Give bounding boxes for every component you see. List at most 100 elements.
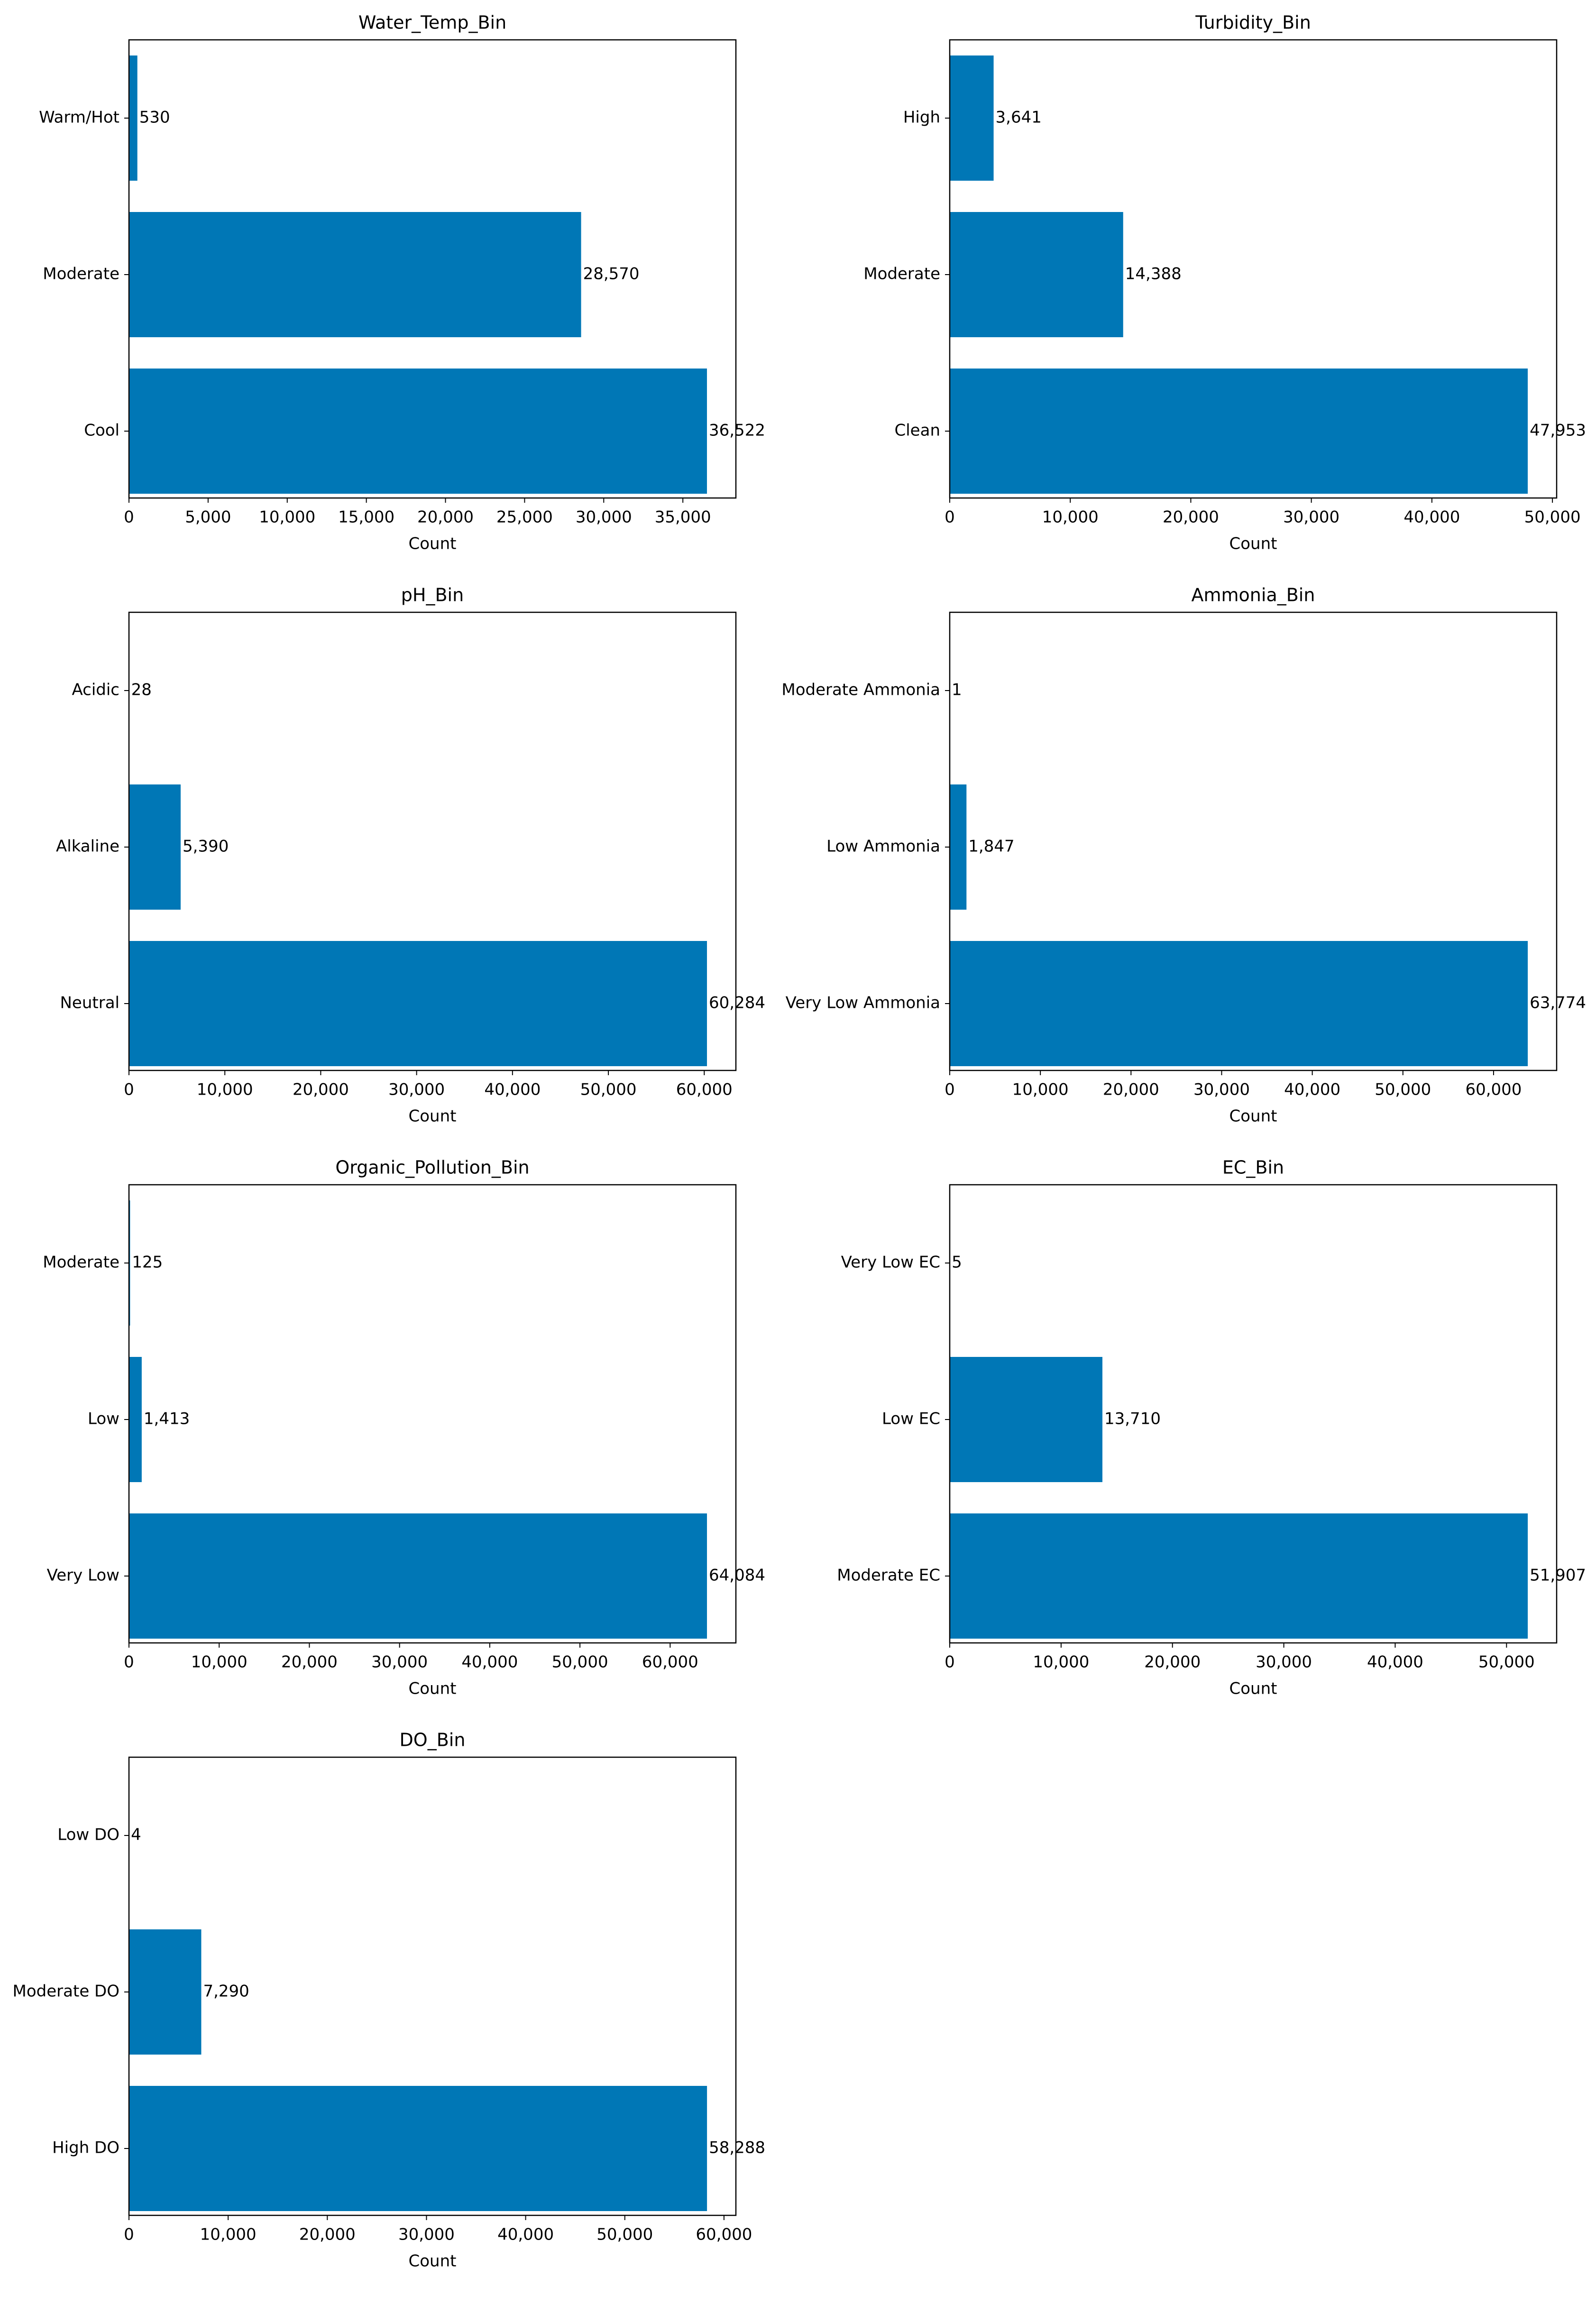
x-tick-label: 50,000 bbox=[1478, 1653, 1535, 1672]
bar bbox=[129, 784, 181, 910]
data-label: 5 bbox=[952, 1253, 962, 1272]
data-label: 7,290 bbox=[203, 1982, 249, 2001]
data-label: 28,570 bbox=[583, 265, 640, 284]
y-tick-label: Very Low Ammonia bbox=[786, 994, 940, 1013]
chart-panel-2: Turbidity_Bin3,641High14,388Moderate47,9… bbox=[863, 12, 1586, 553]
bar bbox=[950, 1357, 1102, 1482]
bar bbox=[129, 941, 707, 1066]
x-tick-label: 20,000 bbox=[1144, 1653, 1201, 1672]
x-tick-label: 0 bbox=[124, 508, 134, 527]
data-label: 64,084 bbox=[709, 1566, 765, 1585]
y-tick-label: Clean bbox=[895, 421, 941, 440]
data-label: 47,953 bbox=[1530, 421, 1586, 440]
y-tick-label: Cool bbox=[84, 421, 119, 440]
x-tick-label: 10,000 bbox=[200, 2225, 257, 2244]
x-tick-label: 30,000 bbox=[1283, 508, 1339, 527]
x-tick-label: 60,000 bbox=[696, 2225, 752, 2244]
x-axis-label: Count bbox=[409, 1107, 457, 1126]
x-tick-label: 60,000 bbox=[676, 1080, 733, 1099]
data-label: 63,774 bbox=[1530, 994, 1586, 1013]
x-tick-label: 35,000 bbox=[655, 508, 711, 527]
y-tick-label: Moderate DO bbox=[13, 1982, 119, 2001]
chart-title: pH_Bin bbox=[401, 585, 464, 606]
x-tick-label: 0 bbox=[124, 2225, 134, 2244]
x-tick-label: 10,000 bbox=[197, 1080, 253, 1099]
x-tick-label: 50,000 bbox=[596, 2225, 653, 2244]
x-tick-label: 40,000 bbox=[497, 2225, 554, 2244]
bar bbox=[129, 55, 138, 181]
bar bbox=[129, 1513, 707, 1639]
x-tick-label: 0 bbox=[945, 1653, 955, 1672]
x-tick-label: 30,000 bbox=[388, 1080, 445, 1099]
x-tick-label: 10,000 bbox=[191, 1653, 248, 1672]
x-tick-label: 0 bbox=[124, 1080, 134, 1099]
bar bbox=[950, 369, 1528, 494]
bar bbox=[950, 941, 1528, 1066]
x-tick-label: 25,000 bbox=[496, 508, 553, 527]
x-axis-label: Count bbox=[409, 535, 457, 553]
bar bbox=[129, 1357, 142, 1482]
x-tick-label: 15,000 bbox=[338, 508, 394, 527]
y-tick-label: Moderate EC bbox=[837, 1566, 940, 1585]
chart-title: Turbidity_Bin bbox=[1195, 12, 1311, 33]
data-label: 1,847 bbox=[968, 837, 1014, 856]
data-label: 3,641 bbox=[996, 108, 1042, 127]
data-label: 530 bbox=[139, 108, 170, 127]
bar bbox=[950, 55, 994, 181]
bar bbox=[129, 212, 581, 337]
x-tick-label: 60,000 bbox=[1465, 1080, 1522, 1099]
y-tick-label: Low Ammonia bbox=[826, 837, 940, 856]
x-tick-label: 20,000 bbox=[299, 2225, 356, 2244]
data-label: 125 bbox=[132, 1253, 163, 1272]
x-tick-label: 50,000 bbox=[580, 1080, 637, 1099]
y-tick-label: Low bbox=[88, 1410, 119, 1429]
y-tick-label: Moderate bbox=[43, 265, 119, 284]
bar bbox=[950, 1513, 1528, 1639]
x-axis-label: Count bbox=[409, 2252, 457, 2271]
data-label: 14,388 bbox=[1125, 265, 1182, 284]
y-tick-label: Very Low bbox=[47, 1566, 119, 1585]
y-tick-label: High DO bbox=[52, 2139, 119, 2157]
x-tick-label: 50,000 bbox=[1375, 1080, 1431, 1099]
bar bbox=[950, 784, 966, 910]
data-label: 1,413 bbox=[144, 1410, 190, 1429]
x-axis-label: Count bbox=[1229, 535, 1277, 553]
x-tick-label: 20,000 bbox=[417, 508, 474, 527]
data-label: 1 bbox=[952, 681, 962, 700]
data-label: 13,710 bbox=[1104, 1410, 1161, 1429]
x-tick-label: 10,000 bbox=[259, 508, 315, 527]
chart-title: DO_Bin bbox=[400, 1730, 466, 1751]
y-tick-label: Low EC bbox=[882, 1410, 940, 1429]
x-tick-label: 50,000 bbox=[552, 1653, 608, 1672]
x-tick-label: 40,000 bbox=[461, 1653, 518, 1672]
data-label: 36,522 bbox=[709, 421, 765, 440]
data-label: 5,390 bbox=[183, 837, 229, 856]
x-axis-label: Count bbox=[409, 1679, 457, 1698]
chart-title: EC_Bin bbox=[1222, 1157, 1284, 1178]
bar bbox=[129, 369, 707, 494]
x-axis-label: Count bbox=[1229, 1679, 1277, 1698]
x-tick-label: 0 bbox=[124, 1653, 134, 1672]
y-tick-label: Warm/Hot bbox=[39, 108, 119, 127]
data-label: 60,284 bbox=[709, 994, 765, 1013]
bar bbox=[129, 2086, 707, 2211]
chart-panel-5: Organic_Pollution_Bin125Moderate1,413Low… bbox=[43, 1157, 765, 1698]
y-tick-label: Acidic bbox=[72, 681, 119, 700]
x-tick-label: 0 bbox=[945, 508, 955, 527]
x-tick-label: 40,000 bbox=[1403, 508, 1460, 527]
chart-title: Ammonia_Bin bbox=[1192, 585, 1315, 606]
x-tick-label: 20,000 bbox=[1163, 508, 1219, 527]
x-tick-label: 50,000 bbox=[1524, 508, 1581, 527]
x-tick-label: 40,000 bbox=[484, 1080, 541, 1099]
y-tick-label: Alkaline bbox=[56, 837, 119, 856]
x-tick-label: 30,000 bbox=[1256, 1653, 1312, 1672]
data-label: 4 bbox=[131, 1826, 141, 1844]
x-tick-label: 5,000 bbox=[185, 508, 231, 527]
x-tick-label: 20,000 bbox=[1103, 1080, 1159, 1099]
y-tick-label: High bbox=[903, 108, 940, 127]
chart-title: Water_Temp_Bin bbox=[358, 12, 506, 33]
